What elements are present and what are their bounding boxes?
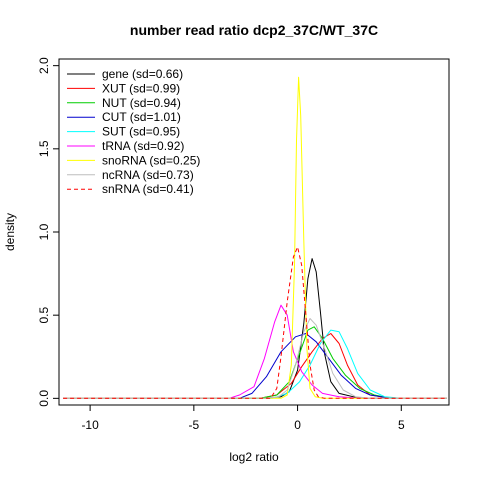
series-line-4 bbox=[63, 329, 447, 399]
legend-label-6: snoRNA (sd=0.25) bbox=[102, 153, 200, 167]
chart-title: number read ratio dcp2_37C/WT_37C bbox=[130, 22, 378, 38]
y-tick-label: 0.5 bbox=[37, 307, 51, 324]
legend-label-3: CUT (sd=1.01) bbox=[102, 110, 181, 124]
legend-label-2: NUT (sd=0.94) bbox=[102, 96, 181, 110]
legend-label-4: SUT (sd=0.95) bbox=[102, 125, 180, 139]
y-tick-label: 1.5 bbox=[37, 140, 51, 157]
legend-label-0: gene (sd=0.66) bbox=[102, 67, 183, 81]
x-axis-label: log2 ratio bbox=[229, 450, 279, 464]
legend-label-8: snRNA (sd=0.41) bbox=[102, 182, 194, 196]
y-tick-label: 0.0 bbox=[37, 390, 51, 407]
x-tick-label: -5 bbox=[189, 418, 200, 432]
series-line-1 bbox=[63, 333, 447, 399]
series-line-8 bbox=[63, 246, 447, 399]
x-tick-label: 5 bbox=[398, 418, 405, 432]
legend-label-7: ncRNA (sd=0.73) bbox=[102, 168, 194, 182]
series-line-7 bbox=[63, 318, 447, 399]
y-axis-label: density bbox=[3, 213, 17, 251]
x-axis: -10 -5 0 5 bbox=[81, 404, 405, 432]
series-lines bbox=[63, 76, 447, 399]
series-line-6 bbox=[63, 76, 447, 399]
series-line-0 bbox=[63, 258, 447, 399]
legend: gene (sd=0.66)XUT (sd=0.99)NUT (sd=0.94)… bbox=[67, 67, 200, 196]
x-tick-label: -10 bbox=[81, 418, 99, 432]
series-line-3 bbox=[63, 333, 447, 399]
y-axis: 0.0 0.5 1.0 1.5 2.0 bbox=[37, 57, 60, 407]
legend-label-5: tRNA (sd=0.92) bbox=[102, 139, 184, 153]
y-tick-label: 2.0 bbox=[37, 57, 51, 74]
y-tick-label: 1.0 bbox=[37, 223, 51, 240]
series-line-5 bbox=[63, 304, 447, 399]
x-tick-label: 0 bbox=[294, 418, 301, 432]
legend-label-1: XUT (sd=0.99) bbox=[102, 81, 180, 95]
series-line-2 bbox=[63, 326, 447, 399]
